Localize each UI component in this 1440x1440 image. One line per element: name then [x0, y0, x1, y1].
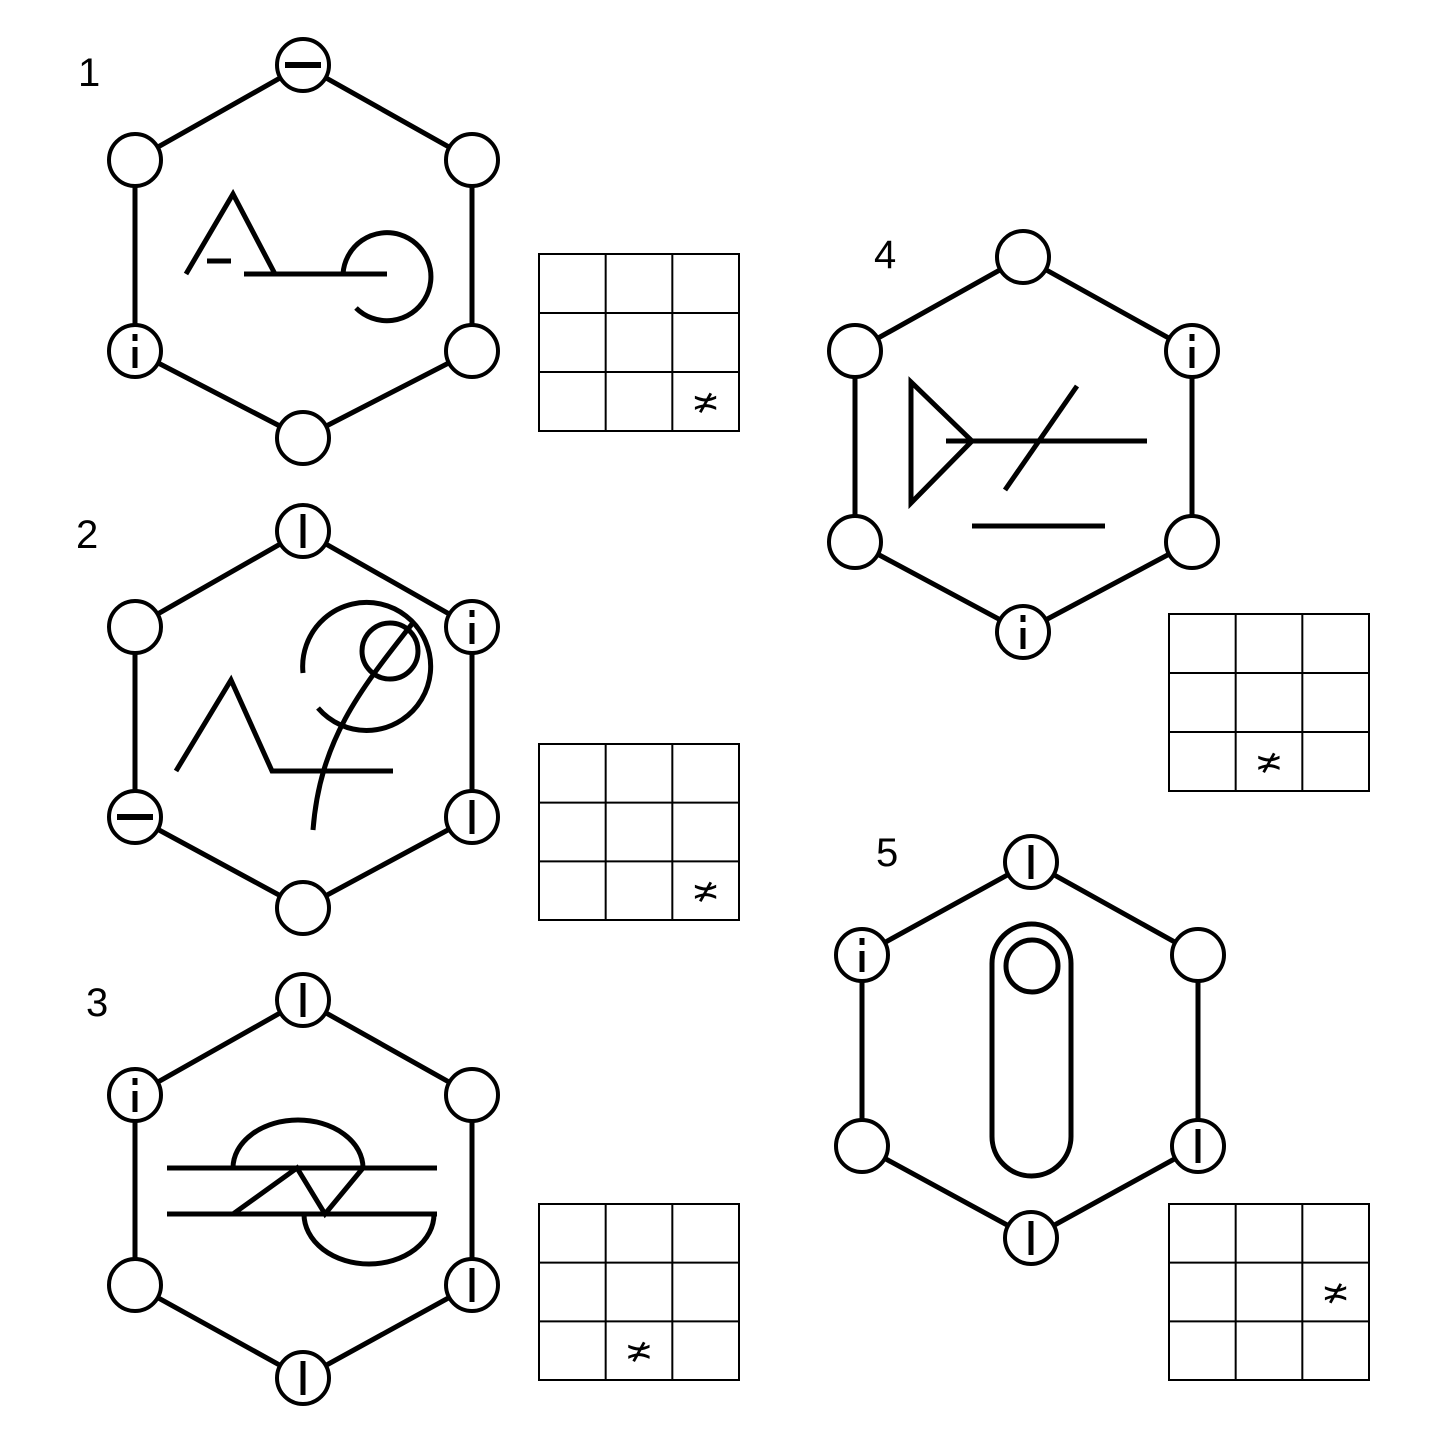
- grid-mark-symbol: ≭: [691, 872, 720, 912]
- glyph-figure: [183, 188, 434, 324]
- node-empty: [275, 410, 331, 466]
- node-empty: [444, 323, 500, 379]
- grid-border: [1168, 1203, 1370, 1381]
- node-minus: [107, 789, 163, 845]
- puzzle-number: 4: [874, 233, 896, 277]
- puzzle-5: 5 ≭: [834, 831, 1370, 1381]
- node-dashed: [1164, 323, 1220, 379]
- grid-border: [538, 743, 740, 921]
- puzzle-number: 2: [76, 513, 98, 557]
- answer-grid: ≭: [538, 253, 740, 432]
- node-dashed: [107, 1067, 163, 1123]
- node-empty: [827, 323, 883, 379]
- glyph-figure: [908, 376, 1147, 529]
- answer-grid: ≭: [1168, 1203, 1370, 1381]
- node-empty: [444, 1067, 500, 1123]
- grid-mark-symbol: ≭: [691, 383, 720, 423]
- node-dashed: [834, 927, 890, 983]
- puzzle-number: 5: [876, 831, 898, 875]
- node-empty: [1164, 514, 1220, 570]
- node-empty: [107, 599, 163, 655]
- puzzle-1: 1 ≭: [78, 37, 740, 466]
- node-bar: [1003, 834, 1059, 890]
- puzzle-4: 4 ≭: [827, 229, 1370, 792]
- answer-grid: ≭: [538, 743, 740, 921]
- puzzle-number: 3: [86, 981, 108, 1025]
- puzzle-2: 2 ≭: [76, 503, 740, 936]
- node-bar: [444, 1257, 500, 1313]
- node-empty: [107, 132, 163, 188]
- node-dashed: [995, 604, 1051, 660]
- node-bar: [275, 972, 331, 1028]
- grid-mark-symbol: ≭: [1255, 743, 1284, 783]
- puzzle-number: 1: [78, 51, 100, 95]
- grid-border: [538, 1203, 740, 1381]
- node-bar: [275, 503, 331, 559]
- hexagon-outline: [859, 859, 1201, 1241]
- node-bar: [275, 1350, 331, 1406]
- grid-mark-symbol: ≭: [625, 1332, 654, 1372]
- node-minus: [275, 37, 331, 93]
- puzzle-3: 3 ≭: [86, 972, 740, 1406]
- node-bar: [444, 789, 500, 845]
- glyph-figure: [989, 921, 1074, 1179]
- node-empty: [834, 1118, 890, 1174]
- node-dashed: [444, 599, 500, 655]
- hexagon-outline: [132, 997, 475, 1381]
- node-bar: [1003, 1210, 1059, 1266]
- node-bar: [1170, 1118, 1226, 1174]
- node-empty: [827, 514, 883, 570]
- glyph-figure: [167, 1117, 437, 1267]
- grid-border: [1168, 613, 1370, 792]
- glyph-figure: [173, 599, 434, 831]
- hexagon-outline: [852, 254, 1195, 635]
- answer-grid: ≭: [538, 1203, 740, 1381]
- grid-border: [538, 253, 740, 432]
- answer-grid: ≭: [1168, 613, 1370, 792]
- node-empty: [995, 229, 1051, 285]
- node-empty: [275, 880, 331, 936]
- node-empty: [444, 132, 500, 188]
- node-dashed: [107, 323, 163, 379]
- grid-mark-symbol: ≭: [1321, 1273, 1350, 1313]
- node-empty: [107, 1257, 163, 1313]
- hexagon-outline: [132, 528, 475, 911]
- node-empty: [1170, 927, 1226, 983]
